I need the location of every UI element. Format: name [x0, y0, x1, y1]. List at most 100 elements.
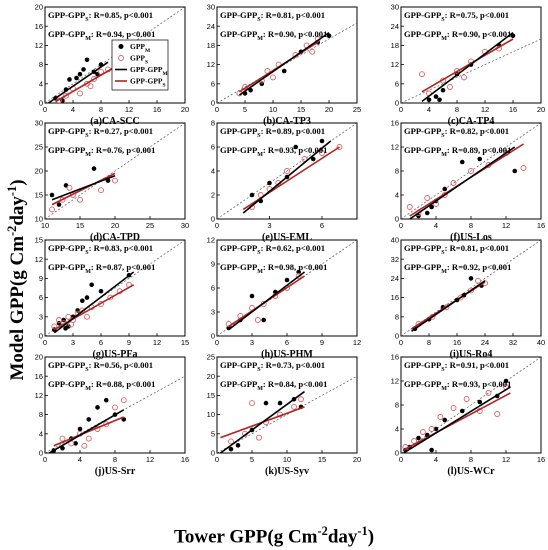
gpp-m-point [49, 192, 55, 198]
gpp-s-point [447, 84, 453, 90]
panel-4: 10 15 20 25 30 10 15 20 25 30 GPP-GPPS: R=0.27, p<… [35, 119, 190, 243]
panel-label: (d)CA-TPD [90, 232, 140, 243]
x-tick-label: 0 [43, 455, 47, 464]
y-tick-label: 25 [35, 143, 43, 152]
panel-label: (a)CA-SCC [90, 116, 139, 127]
x-tick-label: 3 [250, 338, 254, 347]
stat-s-text-prefix: GPP-GPP [404, 10, 441, 20]
panel-data [45, 123, 185, 219]
legend-label: GPP-GPPS [130, 77, 166, 89]
stat-s-text-value: : R=0.85, p<0.001 [89, 10, 153, 20]
stat-s-text: GPP-GPPS: R=0.91, p<0.001 [404, 360, 509, 373]
x-tick-label: 0 [399, 338, 403, 347]
gpp-m-point [424, 210, 430, 216]
gpp-m-point [437, 97, 442, 103]
stat-m-text: GPP-GPPM: R=0.90, p<0.001 [220, 29, 327, 42]
y-tick-label: 12 [391, 60, 399, 69]
stat-m-text: GPP-GPPM: R=0.93, p<0.001 [220, 145, 327, 158]
gpp-m-point [248, 87, 253, 93]
gpp-m-point [429, 447, 434, 453]
stat-m-text-sub: M [85, 269, 91, 275]
legend-label-text: GPP-GPP [130, 65, 163, 74]
stat-m-text: GPP-GPPM: R=0.84, p<0.001 [220, 379, 327, 392]
gpp-s-point [298, 396, 304, 403]
fit-line-m [53, 271, 135, 334]
panel-frame [44, 239, 186, 337]
gpp-s-point [319, 150, 325, 156]
stat-s-text-prefix: GPP-GPP [220, 243, 257, 253]
x-tick-label: 0 [399, 221, 403, 230]
gpp-m-point [249, 293, 255, 299]
y-tick-label: 30 [391, 3, 399, 12]
gpp-s-point [63, 92, 69, 99]
y-tick-label: 8 [39, 410, 43, 419]
stat-s-text: GPP-GPPS: R=0.27, p<0.001 [48, 126, 153, 139]
y-tick-label: 25 [207, 353, 215, 362]
panel-data [217, 240, 357, 336]
x-tick-label: 0 [215, 105, 219, 114]
stat-s-text-prefix: GPP-GPP [220, 10, 257, 20]
x-tick-label: 20 [111, 221, 119, 230]
stat-m-text-prefix: GPP-GPP [220, 379, 257, 389]
x-tick-label: 20 [181, 105, 189, 114]
x-tick-label: 8 [99, 105, 103, 114]
legend-label: GPPS [130, 54, 148, 66]
y-tick-label: 24 [391, 274, 399, 283]
gpp-m-point [440, 87, 446, 93]
gpp-m-point [86, 417, 92, 422]
stat-s-text-prefix: GPP-GPP [48, 126, 85, 136]
stat-s-text-prefix: GPP-GPP [404, 360, 441, 370]
x-tick-label: 16 [453, 338, 461, 347]
gpp-s-point [249, 400, 255, 407]
y-tick-label: 9 [39, 274, 43, 283]
fit-line-m [403, 386, 511, 453]
stat-s-text-sub: S [257, 367, 261, 373]
one-to-one-line [217, 123, 357, 219]
gpp-m-point [293, 144, 299, 150]
gpp-m-point [249, 192, 255, 198]
one-to-one-line [401, 123, 541, 219]
stat-s-text-value: : R=0.81, p<0.001 [261, 10, 325, 20]
x-axis-label-exp2: -1 [357, 524, 368, 538]
x-tick-label: 40 [537, 338, 545, 347]
x-tick-label: 24 [481, 338, 489, 347]
x-tick-label: 0 [43, 338, 47, 347]
y-axis-label-text3: ) [7, 179, 29, 186]
panel-frame [44, 6, 186, 104]
x-axis-label-exp1: -2 [317, 524, 328, 538]
y-tick-label: 16 [391, 353, 399, 362]
panel-data [217, 22, 357, 103]
y-tick-label: 12 [207, 60, 215, 69]
fit-line-m [238, 31, 330, 96]
gpp-s-point [59, 435, 66, 442]
gpp-m-point [235, 443, 241, 448]
gpp-m-point [310, 156, 316, 162]
gpp-s-point [309, 48, 316, 55]
y-tick-label: 20 [207, 372, 215, 381]
x-tick-label: 20 [353, 455, 361, 464]
x-tick-label: 6 [320, 221, 324, 230]
panel-10: 0 4 8 12 16 0 4 8 12 16 20 GPP-GPPS: R=0.56, p<0.00… [35, 353, 190, 477]
stat-s-text: GPP-GPPS: R=0.73, p<0.001 [220, 360, 325, 373]
stat-m-text-sub: M [441, 269, 447, 275]
stat-s-text-sub: S [441, 17, 445, 23]
y-tick-label: 2 [211, 191, 215, 200]
fit-line-m [51, 175, 116, 201]
gpp-s-point [457, 294, 464, 301]
stat-m-text-value: : R=0.84, p<0.001 [263, 379, 327, 389]
stat-s-text-prefix: GPP-GPP [404, 126, 441, 136]
y-tick-label: 8 [395, 312, 399, 321]
gpp-m-point [510, 33, 516, 39]
gpp-m-point [103, 397, 109, 403]
gpp-s-point [406, 204, 413, 210]
stat-s-text-prefix: GPP-GPP [48, 243, 85, 253]
y-tick-label: 6 [211, 79, 215, 88]
gpp-s-point [98, 187, 104, 194]
y-tick-label: 4 [395, 191, 399, 200]
stat-m-text: GPP-GPPM: R=0.90, p<0.001 [404, 29, 511, 42]
gpp-m-point [228, 446, 234, 452]
x-tick-label: 10 [41, 221, 49, 230]
stat-m-text-value: : R=0.76, p<0.001 [91, 145, 155, 155]
x-tick-label: 5 [243, 105, 247, 114]
